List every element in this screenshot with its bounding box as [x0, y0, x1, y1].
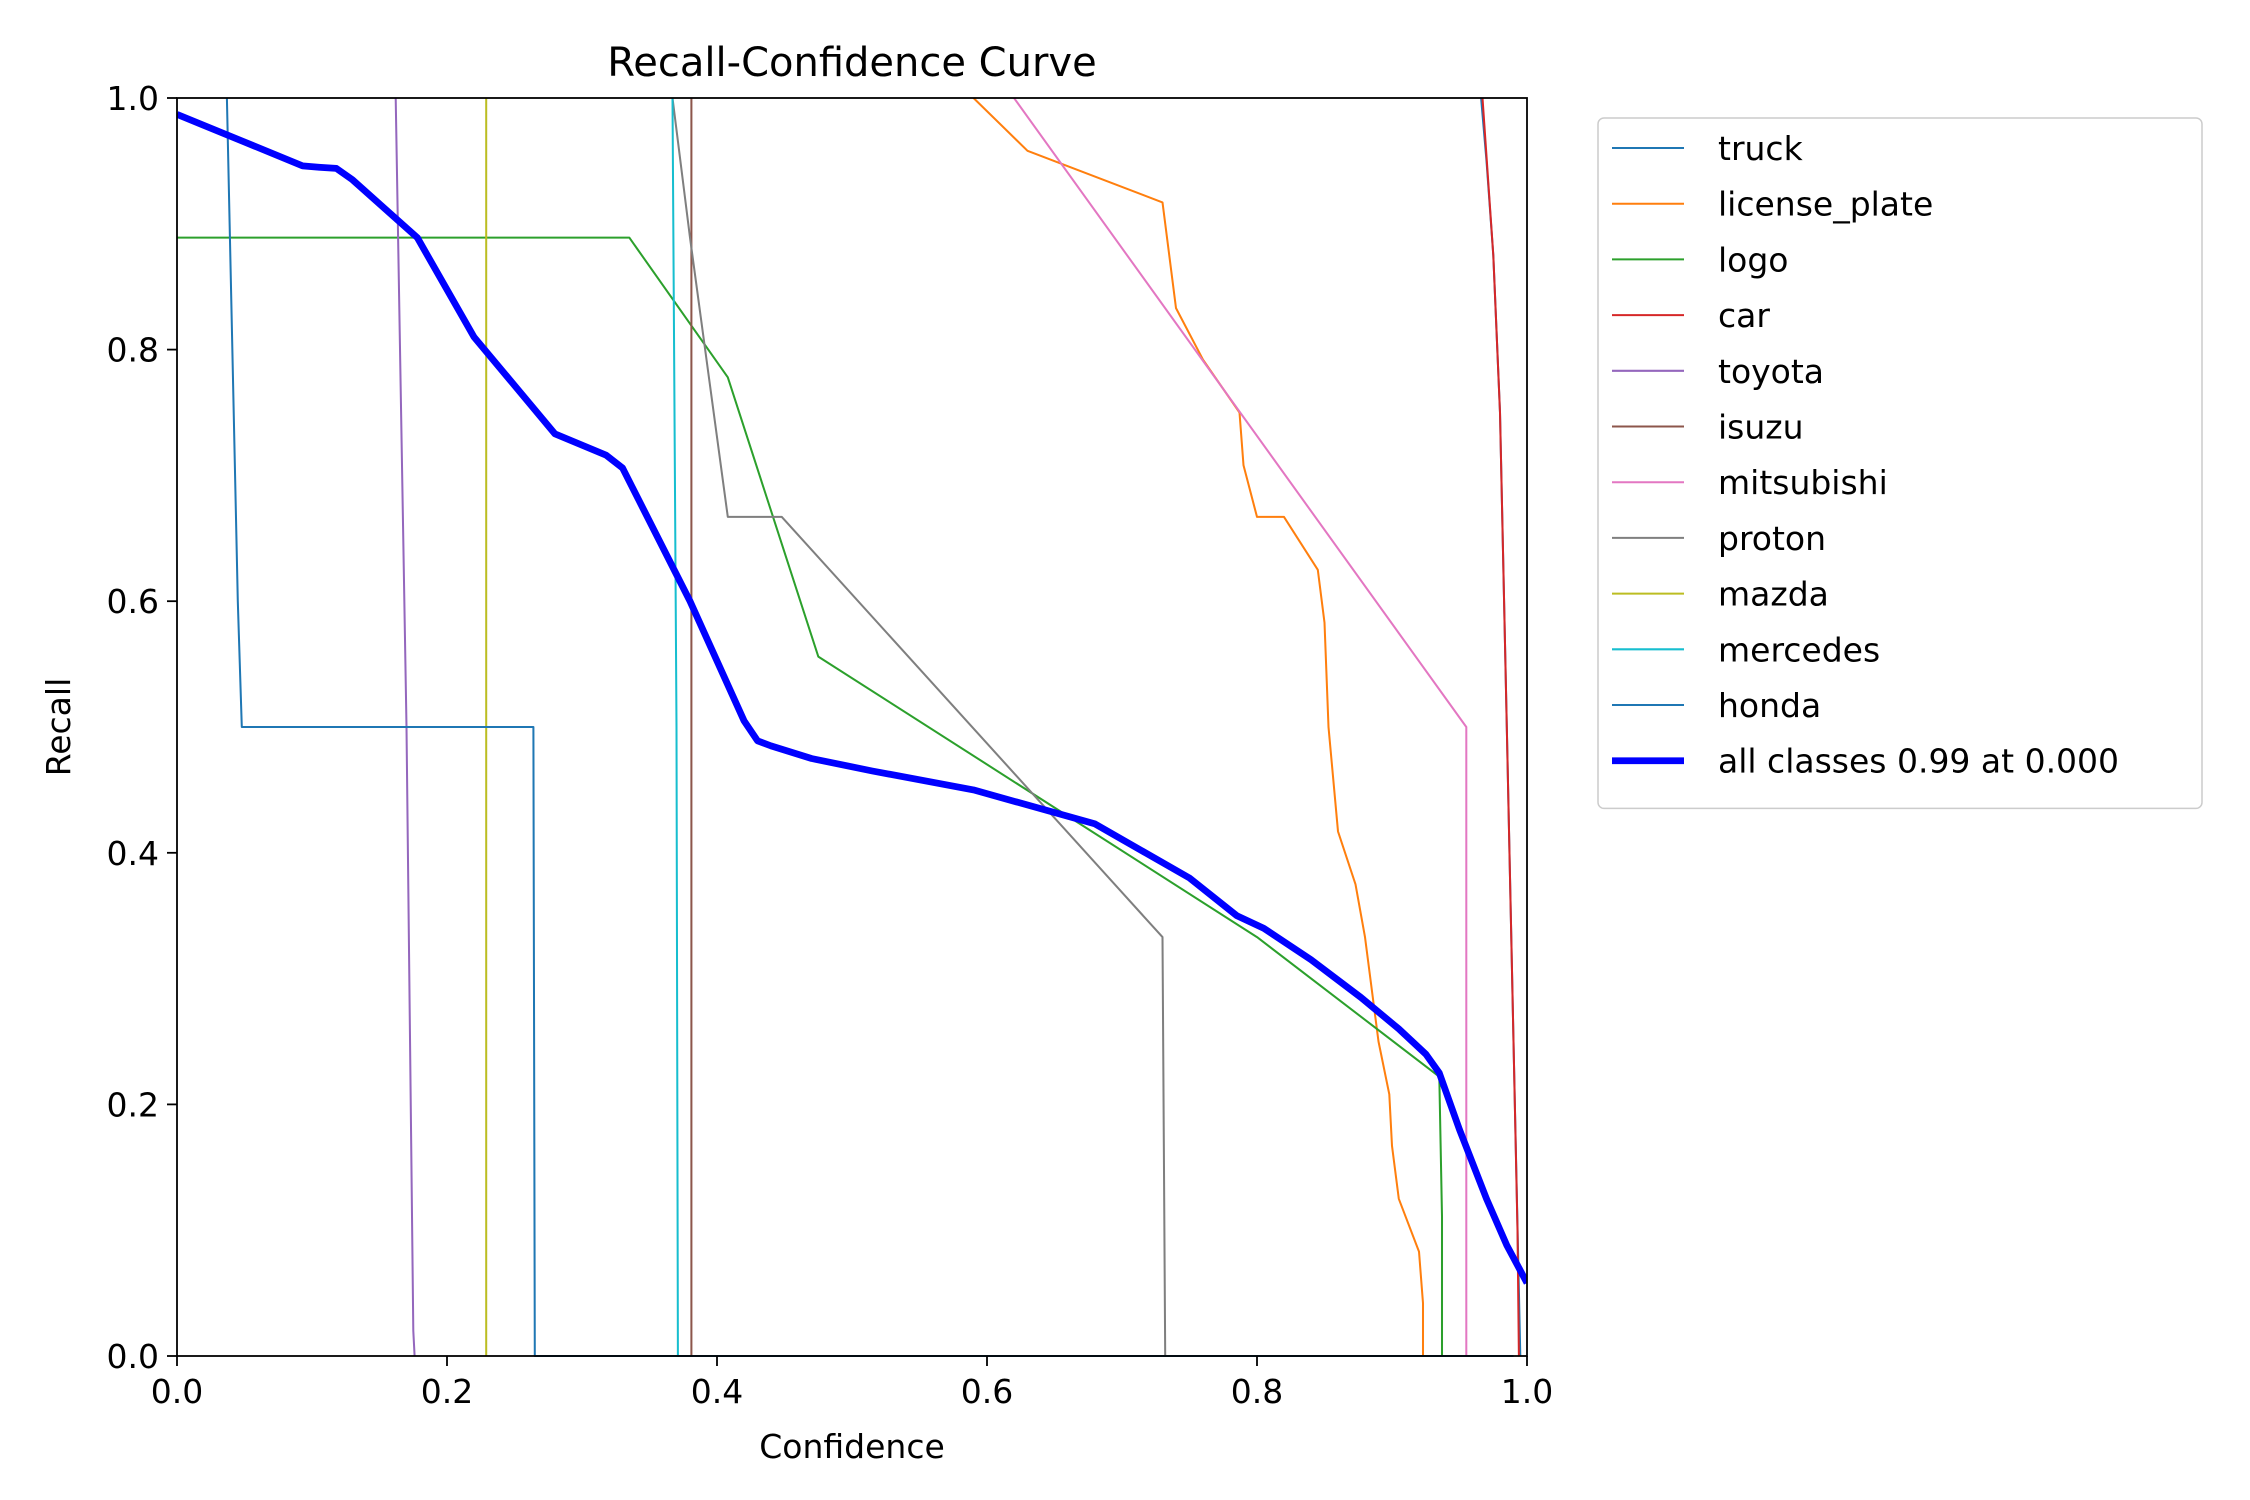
y-tick-label: 1.0: [107, 79, 159, 118]
legend-label: all classes 0.99 at 0.000: [1718, 742, 2119, 781]
legend-label: isuzu: [1718, 408, 1804, 447]
ticks-layer: 0.0 0.2 0.4 0.6 0.8 1.0 0.0 0.2 0.4 0.6 0.8 1.0: [107, 79, 1554, 1411]
legend-label: toyota: [1718, 352, 1824, 391]
x-tick-label: 1.0: [1501, 1372, 1553, 1411]
chart-title: Recall-Confidence Curve: [607, 40, 1096, 86]
series-line-car: [1481, 97, 1520, 1357]
y-tick-label: 0.4: [107, 834, 159, 873]
series-line-proton: [671, 97, 1167, 1357]
y-tick-label: 0.2: [107, 1085, 159, 1124]
legend-label: mazda: [1718, 575, 1829, 614]
x-tick-label: 0.4: [691, 1372, 743, 1411]
y-tick-label: 0.6: [107, 582, 159, 621]
series-line-toyota: [394, 97, 416, 1357]
x-tick-label: 0.8: [1231, 1372, 1283, 1411]
x-axis-label: Confidence: [759, 1427, 945, 1466]
plot-frame: [176, 97, 1528, 1357]
legend-box: [1597, 117, 2203, 810]
y-tick-label: 0.0: [107, 1337, 159, 1376]
x-tick-label: 0.0: [151, 1372, 203, 1411]
legend-label: mercedes: [1718, 630, 1880, 669]
series-line-all-classes-0-99-at-0-000: [177, 111, 1527, 1285]
legend-label: car: [1718, 296, 1770, 335]
legend-label: proton: [1718, 519, 1826, 558]
legend-label: truck: [1718, 129, 1804, 168]
x-tick-label: 0.2: [421, 1372, 473, 1411]
y-axis-label: Recall: [39, 678, 78, 776]
series-line-logo: [177, 236, 1444, 1356]
y-tick-label: 0.8: [107, 331, 159, 370]
legend-label: mitsubishi: [1718, 463, 1888, 502]
x-tick-label: 0.6: [961, 1372, 1013, 1411]
legend-label: logo: [1718, 240, 1789, 279]
series-line-license-plate: [972, 97, 1425, 1356]
legend-label: honda: [1718, 686, 1821, 725]
legend-label: license_plate: [1718, 185, 1933, 224]
